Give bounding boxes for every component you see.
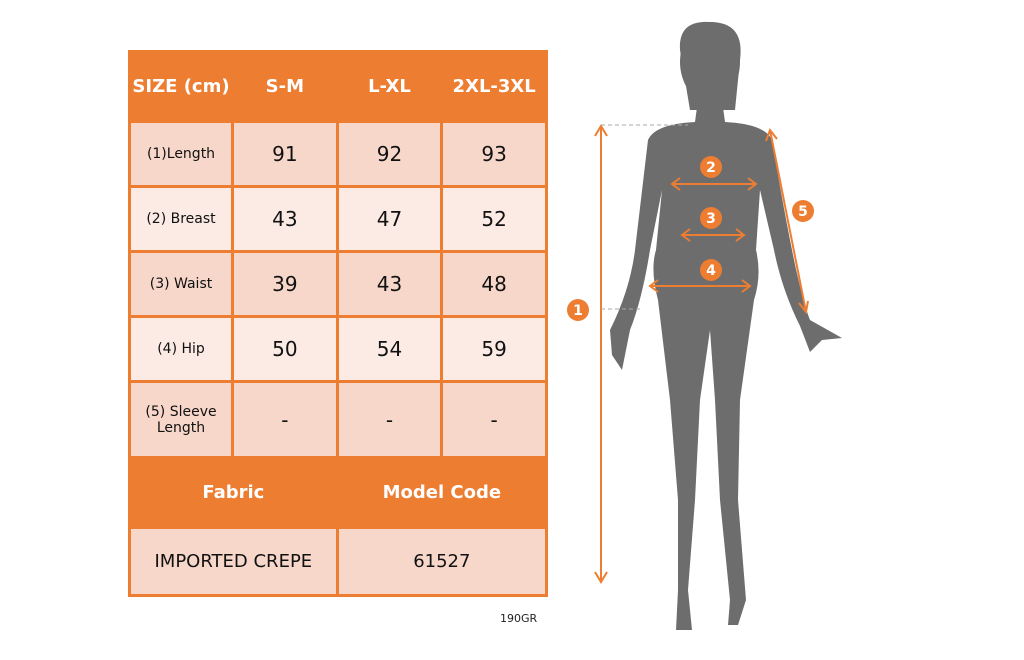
weight-note: 190GR: [500, 612, 538, 625]
cell: 43: [335, 250, 444, 318]
table-row: (4) Hip 50 54 59: [128, 315, 548, 383]
svg-text:2: 2: [706, 160, 716, 176]
marker-1: [567, 299, 589, 321]
header-l-xl: L-XL: [335, 50, 444, 123]
svg-text:4: 4: [706, 263, 716, 279]
model-code-header: Model Code: [335, 456, 549, 529]
row-label: (4) Hip: [128, 315, 234, 383]
cell: 39: [231, 250, 339, 318]
model-code-value: 61527: [335, 526, 549, 597]
marker-5: [792, 200, 814, 222]
cell: 91: [231, 120, 339, 188]
size-chart-table: SIZE (cm) S-M L-XL 2XL-3XL (1)Length 91 …: [128, 50, 549, 597]
guide-lines: [601, 124, 688, 310]
cell: 92: [335, 120, 444, 188]
cell: 93: [440, 120, 548, 188]
fabric-header: Fabric: [128, 456, 339, 529]
row-label: (3) Waist: [128, 250, 234, 318]
table-header-row: SIZE (cm) S-M L-XL 2XL-3XL: [128, 50, 548, 123]
table-row: (1)Length 91 92 93: [128, 120, 548, 188]
silhouette: [610, 21, 842, 630]
svg-text:1: 1: [573, 303, 583, 319]
row-label: (5) Sleeve Length: [128, 380, 234, 459]
row-label: (1)Length: [128, 120, 234, 188]
header-size: SIZE (cm): [128, 50, 234, 123]
cell: -: [335, 380, 444, 459]
measurement-markers: 1 2 3 4 5: [567, 156, 814, 321]
marker-4: [700, 259, 722, 281]
cell: 48: [440, 250, 548, 318]
cell: 47: [335, 185, 444, 253]
cell: 50: [231, 315, 339, 383]
cell: 52: [440, 185, 548, 253]
cell: 54: [335, 315, 444, 383]
footer-header-row: Fabric Model Code: [128, 456, 549, 529]
fabric-value: IMPORTED CREPE: [128, 526, 339, 597]
svg-text:3: 3: [706, 211, 716, 227]
table-row: (5) Sleeve Length - - -: [128, 380, 548, 459]
row-label: (2) Breast: [128, 185, 234, 253]
cell: 59: [440, 315, 548, 383]
cell: 43: [231, 185, 339, 253]
header-s-m: S-M: [231, 50, 339, 123]
table-row: (3) Waist 39 43 48: [128, 250, 548, 318]
marker-2: [700, 156, 722, 178]
svg-text:5: 5: [798, 204, 808, 220]
measurement-arrows: [594, 124, 809, 584]
cell: -: [440, 380, 548, 459]
cell: -: [231, 380, 339, 459]
footer-value-row: IMPORTED CREPE 61527: [128, 526, 549, 597]
body-measurement-figure: 1 2 3 4 5: [567, 21, 842, 630]
table-row: (2) Breast 43 47 52: [128, 185, 548, 253]
marker-3: [700, 207, 722, 229]
header-2xl-3xl: 2XL-3XL: [440, 50, 548, 123]
